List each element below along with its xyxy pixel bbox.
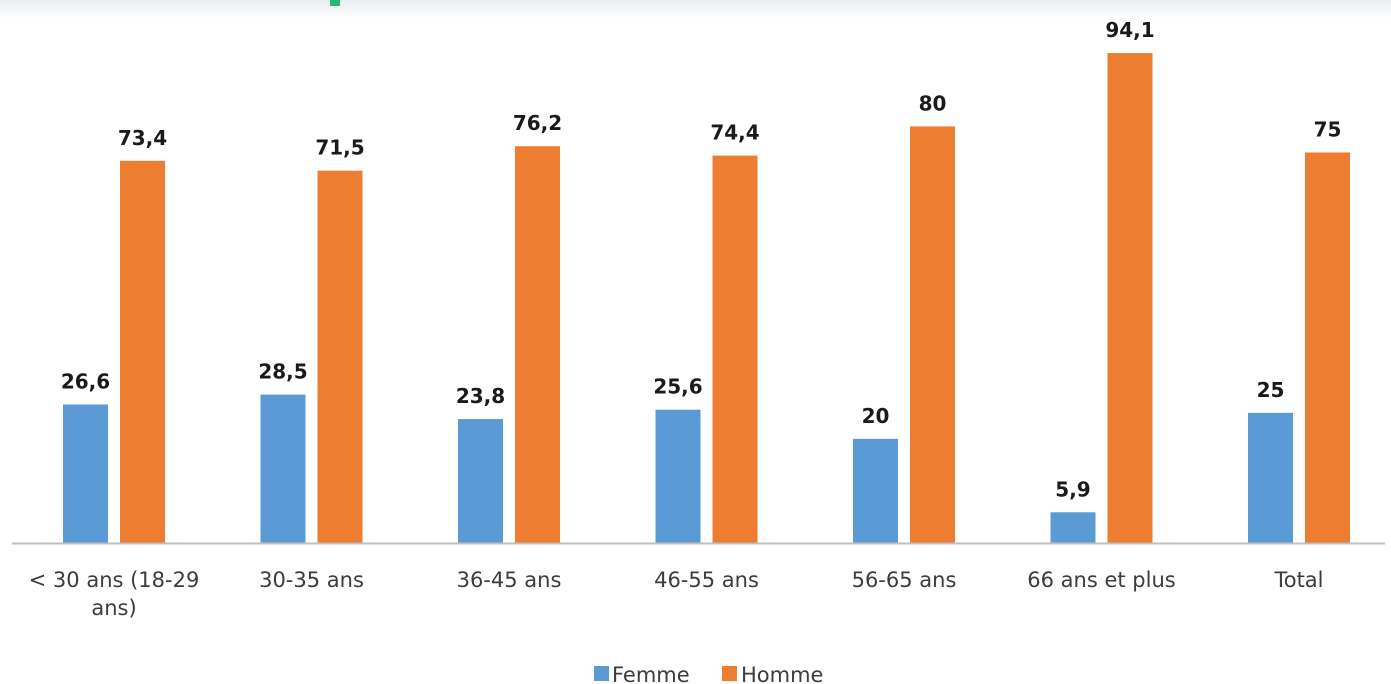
value-label-femme-2: 23,8: [456, 384, 505, 408]
category-label-6: Total: [1273, 568, 1323, 592]
category-label-0: < 30 ans (18-29 ans): [29, 568, 200, 620]
bar-homme-5: [1107, 53, 1153, 543]
bar-homme-0: [120, 160, 165, 543]
category-label-line-6-0: Total: [1273, 568, 1323, 592]
value-label-homme-2: 76,2: [513, 111, 562, 135]
value-label-femme-0: 26,6: [61, 369, 110, 393]
bar-homme-2: [515, 146, 560, 543]
category-label-line-0-1: ans): [91, 596, 136, 620]
category-label-4: 56-65 ans: [852, 568, 957, 592]
bar-homme-6: [1305, 152, 1350, 543]
legend-swatch-femme: [594, 666, 609, 681]
bar-homme-4: [910, 126, 955, 543]
bar-femme-4: [853, 438, 898, 543]
value-label-homme-6: 75: [1314, 117, 1342, 141]
value-label-homme-0: 73,4: [118, 126, 167, 150]
category-label-5: 66 ans et plus: [1027, 568, 1175, 592]
value-label-homme-4: 80: [919, 91, 947, 115]
top-decorative-strip: [0, 0, 1391, 18]
value-label-homme-5: 94,1: [1105, 18, 1154, 42]
category-label-2: 36-45 ans: [457, 568, 562, 592]
value-label-homme-3: 74,4: [710, 121, 759, 145]
category-label-line-5-0: 66 ans et plus: [1027, 568, 1175, 592]
category-label-line-1-0: 30-35 ans: [259, 568, 364, 592]
top-strip-accent: [330, 0, 340, 6]
category-label-line-3-0: 46-55 ans: [654, 568, 759, 592]
value-label-femme-6: 25: [1257, 378, 1285, 402]
legend-label-femme: Femme: [612, 663, 690, 684]
bars-layer: [63, 53, 1350, 544]
category-label-line-2-0: 36-45 ans: [457, 568, 562, 592]
legend-label-homme: Homme: [741, 663, 823, 684]
category-label-1: 30-35 ans: [259, 568, 364, 592]
value-label-femme-5: 5,9: [1055, 477, 1090, 501]
bar-femme-6: [1248, 412, 1293, 543]
bar-homme-3: [712, 155, 758, 544]
value-label-femme-3: 25,6: [653, 375, 702, 399]
value-labels-layer: 26,6 73,4 28,5 71,5 23,8 76,2 25,6 74,4 20 80 5,9 9…: [61, 18, 1342, 501]
bar-femme-0: [63, 404, 108, 543]
legend-swatch-homme: [722, 666, 737, 681]
value-label-homme-1: 71,5: [315, 136, 364, 160]
legend: Femme Homme: [594, 663, 823, 684]
value-label-femme-4: 20: [862, 404, 890, 428]
category-labels-layer: < 30 ans (18-29 ans) 30-35 ans 36-45 ans 46-…: [29, 568, 1324, 620]
category-label-3: 46-55 ans: [654, 568, 759, 592]
bar-femme-5: [1050, 512, 1096, 543]
bar-femme-3: [655, 409, 701, 543]
bar-femme-2: [458, 419, 503, 543]
category-label-line-4-0: 56-65 ans: [852, 568, 957, 592]
value-label-femme-1: 28,5: [258, 360, 307, 384]
bar-femme-1: [260, 394, 306, 543]
category-label-line-0-0: < 30 ans (18-29: [29, 568, 200, 592]
bar-homme-1: [317, 170, 363, 543]
